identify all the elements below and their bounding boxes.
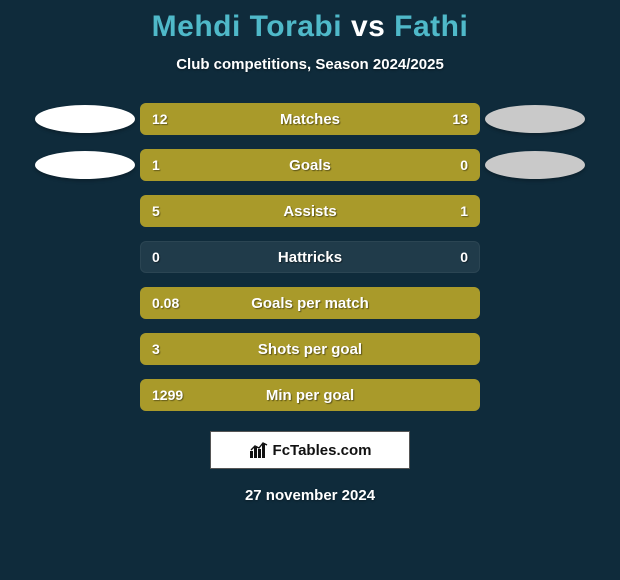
stat-label: Goals per match — [140, 287, 480, 319]
stat-bar: 10Goals — [140, 149, 480, 181]
stat-label: Min per goal — [140, 379, 480, 411]
stat-row: 51Assists — [10, 195, 610, 227]
team-logo-right — [480, 151, 590, 179]
stat-bar: 00Hattricks — [140, 241, 480, 273]
stat-row: 10Goals — [10, 149, 610, 181]
player1-name: Mehdi Torabi — [152, 10, 342, 43]
stats-list: 1213Matches 10Goals 51Assists 00Hattricks 0.… — [0, 103, 620, 411]
stat-label: Matches — [140, 103, 480, 135]
subtitle: Club competitions, Season 2024/2025 — [0, 56, 620, 73]
date-text: 27 november 2024 — [0, 487, 620, 504]
brand-box[interactable]: FcTables.com — [210, 431, 410, 469]
stat-label: Goals — [140, 149, 480, 181]
stat-row: 00Hattricks — [10, 241, 610, 273]
vs-text: vs — [351, 10, 385, 43]
stat-row: 1299Min per goal — [10, 379, 610, 411]
stat-label: Shots per goal — [140, 333, 480, 365]
team-logo-left — [30, 151, 140, 179]
brand-text: FcTables.com — [273, 442, 372, 459]
stat-bar: 1299Min per goal — [140, 379, 480, 411]
team-logo-right — [480, 105, 590, 133]
stat-bar: 0.08Goals per match — [140, 287, 480, 319]
comparison-card: Mehdi Torabi vs Fathi Club competitions,… — [0, 0, 620, 580]
page-title: Mehdi Torabi vs Fathi — [0, 0, 620, 44]
stat-bar: 3Shots per goal — [140, 333, 480, 365]
stat-row: 3Shots per goal — [10, 333, 610, 365]
stat-bar: 51Assists — [140, 195, 480, 227]
stat-bar: 1213Matches — [140, 103, 480, 135]
stat-label: Hattricks — [140, 241, 480, 273]
stat-label: Assists — [140, 195, 480, 227]
stat-row: 0.08Goals per match — [10, 287, 610, 319]
team-logo-left — [30, 105, 140, 133]
player2-name: Fathi — [394, 10, 468, 43]
brand-chart-icon — [249, 441, 269, 459]
stat-row: 1213Matches — [10, 103, 610, 135]
